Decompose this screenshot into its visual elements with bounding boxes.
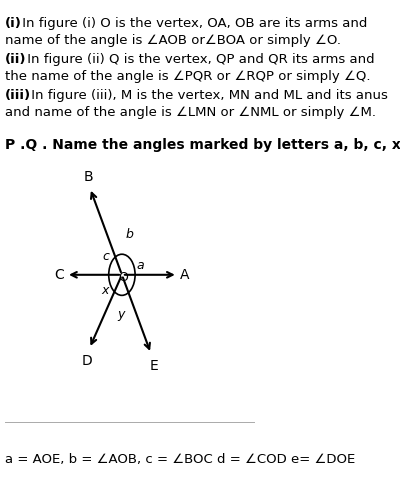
- Text: b: b: [126, 228, 134, 242]
- Text: (iii): (iii): [5, 90, 32, 102]
- Text: C: C: [54, 268, 64, 282]
- Text: y: y: [118, 308, 125, 321]
- Text: B: B: [84, 170, 94, 185]
- Text: c: c: [102, 250, 109, 263]
- Text: O: O: [118, 271, 128, 284]
- Text: a = AOE, b = ∠AOB, c = ∠BOC d = ∠COD e= ∠DOE: a = AOE, b = ∠AOB, c = ∠BOC d = ∠COD e= …: [5, 453, 356, 466]
- Text: and name of the angle is ∠LMN or ∠NML or simply ∠M.: and name of the angle is ∠LMN or ∠NML or…: [5, 106, 376, 119]
- Text: a: a: [136, 259, 144, 272]
- Text: name of the angle is ∠AOB or∠BOA or simply ∠O.: name of the angle is ∠AOB or∠BOA or simp…: [5, 34, 341, 47]
- Text: In figure (iii), M is the vertex, MN and ML and its anus: In figure (iii), M is the vertex, MN and…: [27, 90, 388, 102]
- Text: D: D: [82, 354, 93, 368]
- Text: E: E: [150, 359, 158, 373]
- Text: (i): (i): [5, 17, 22, 30]
- Text: In figure (ii) Q is the vertex, QP and QR its arms and: In figure (ii) Q is the vertex, QP and Q…: [23, 54, 374, 66]
- Text: In figure (i) O is the vertex, OA, OB are its arms and: In figure (i) O is the vertex, OA, OB ar…: [18, 17, 368, 30]
- Text: x: x: [102, 284, 109, 298]
- Text: P .Q . Name the angles marked by letters a, b, c, x and y.: P .Q . Name the angles marked by letters…: [5, 138, 400, 151]
- Text: A: A: [180, 268, 189, 282]
- Text: (ii): (ii): [5, 54, 27, 66]
- Text: the name of the angle is ∠PQR or ∠RQP or simply ∠Q.: the name of the angle is ∠PQR or ∠RQP or…: [5, 70, 371, 83]
